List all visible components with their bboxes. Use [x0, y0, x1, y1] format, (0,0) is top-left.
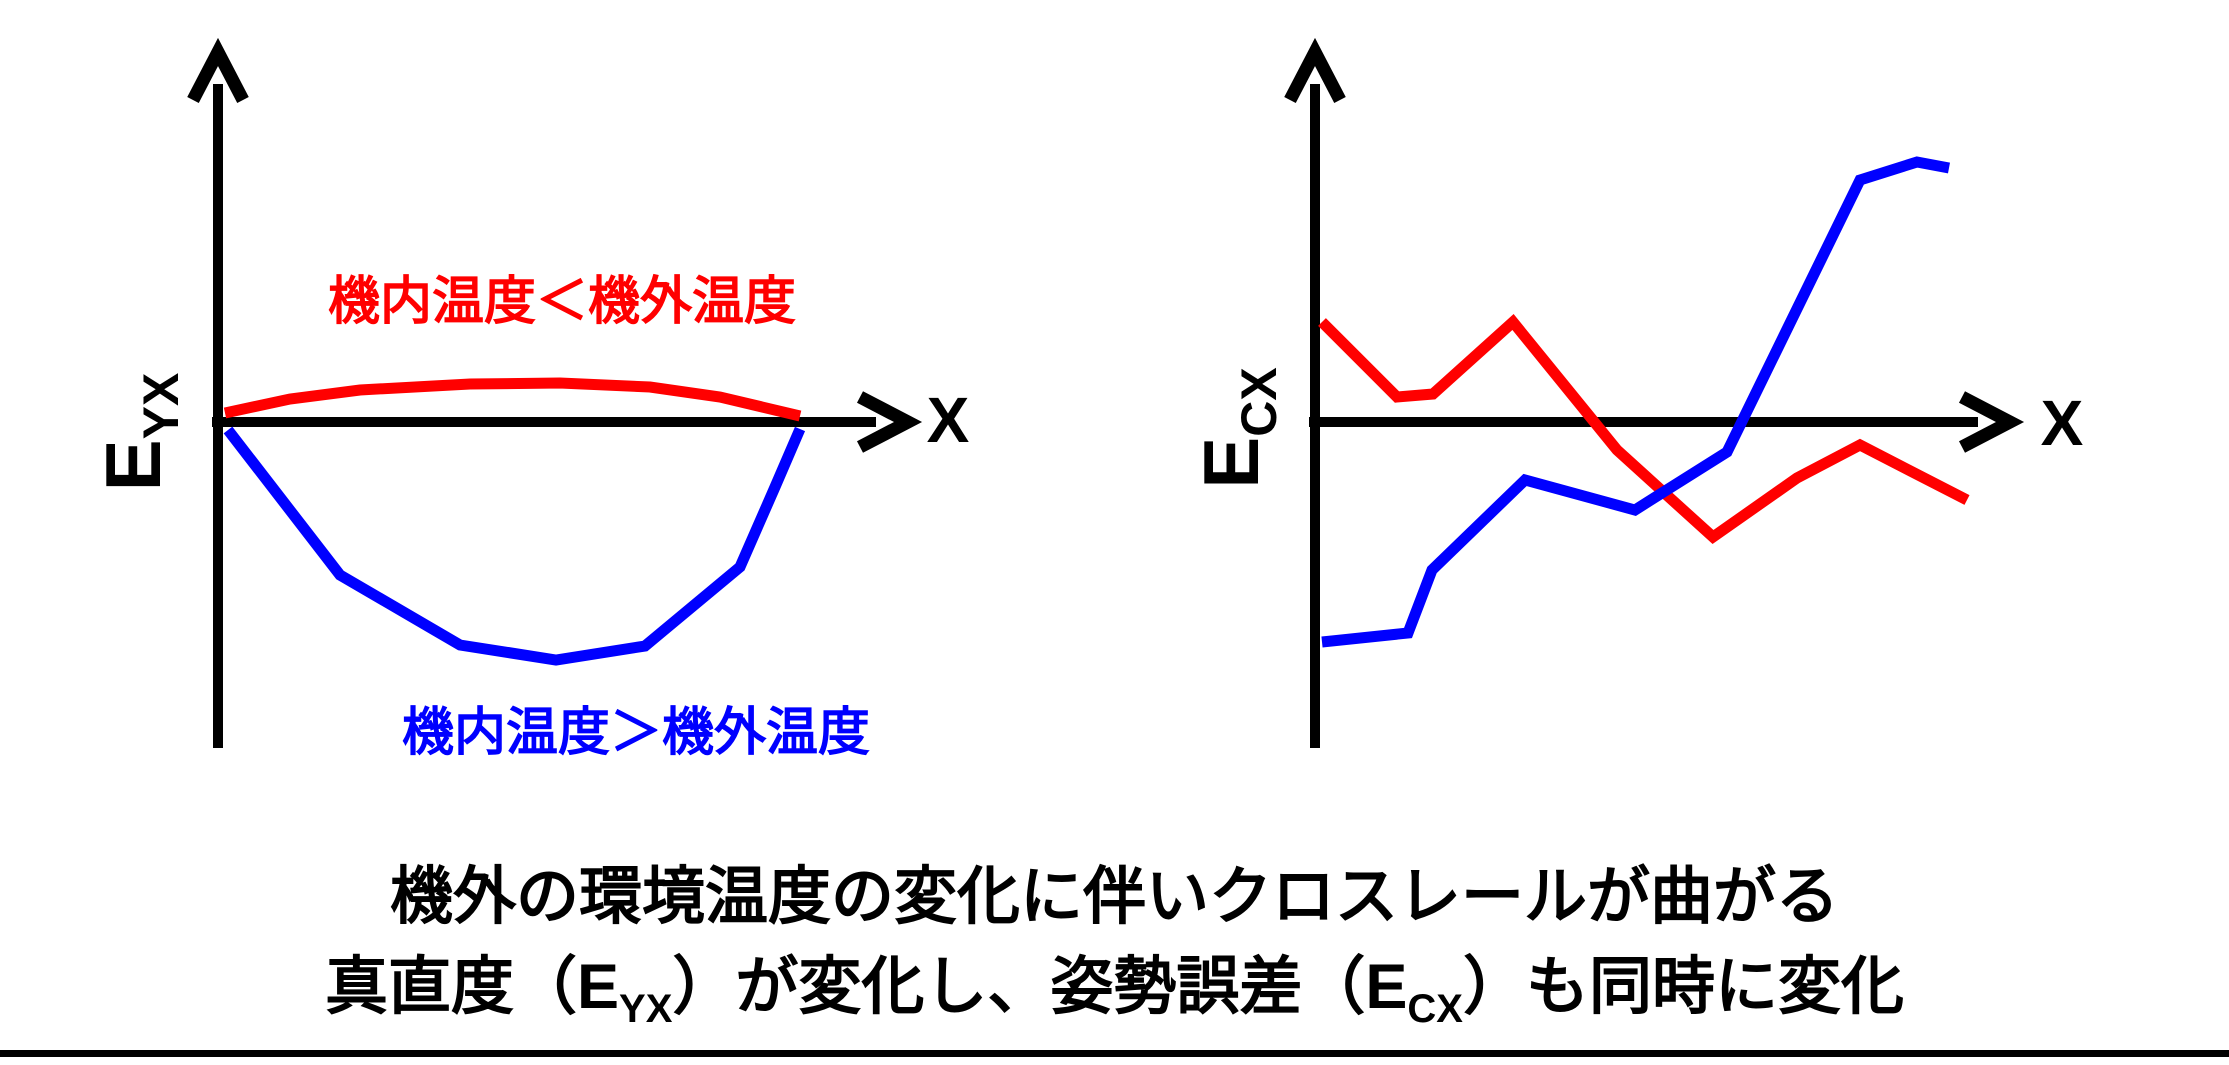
right-y-axis-label-base: E — [1187, 436, 1275, 489]
right-x-axis-arrowhead-icon — [1958, 391, 2025, 453]
right-y-axis-label: ECX — [1187, 367, 1287, 489]
right-series-red-line — [1318, 314, 1970, 545]
caption-line2-subscript-cx: CX — [1407, 987, 1463, 1031]
caption-line2-text-3: ）も同時に変化 — [1463, 952, 1904, 1022]
bottom-border-rule — [0, 1050, 2229, 1057]
left-red-series-label: 機内温度＜機外温度 — [327, 273, 797, 331]
left-y-axis-label-subscript: YX — [133, 372, 189, 440]
left-blue-series-label: 機内温度＞機外温度 — [401, 704, 871, 762]
left-x-axis-label: X — [926, 384, 970, 456]
right-y-axis-label-subscript: CX — [1231, 367, 1287, 437]
caption-line2-subscript-yx: YX — [619, 987, 673, 1031]
right-x-axis-label: X — [2040, 387, 2084, 459]
caption-line2-text-2: ）が変化し、姿勢誤差（E — [672, 952, 1408, 1022]
left-y-axis-label-base: E — [89, 439, 177, 492]
left-y-axis-arrowhead-icon — [187, 37, 249, 104]
left-y-axis-label: EYX — [89, 372, 189, 492]
caption-line-2: 真直度（EYX）が変化し、姿勢誤差（ECX）も同時に変化 — [0, 956, 2229, 1031]
caption-line2-text-1: 真直度（E — [325, 952, 620, 1022]
left-series-red-line — [223, 377, 802, 422]
left-x-axis-arrowhead-icon — [856, 391, 923, 453]
caption-line-1: 機外の環境温度の変化に伴いクロスレールが曲がる — [390, 862, 1839, 932]
right-series-blue-line — [1321, 156, 1951, 648]
left-series-blue-line — [223, 426, 806, 666]
right-y-axis-arrowhead-icon — [1284, 37, 1346, 104]
